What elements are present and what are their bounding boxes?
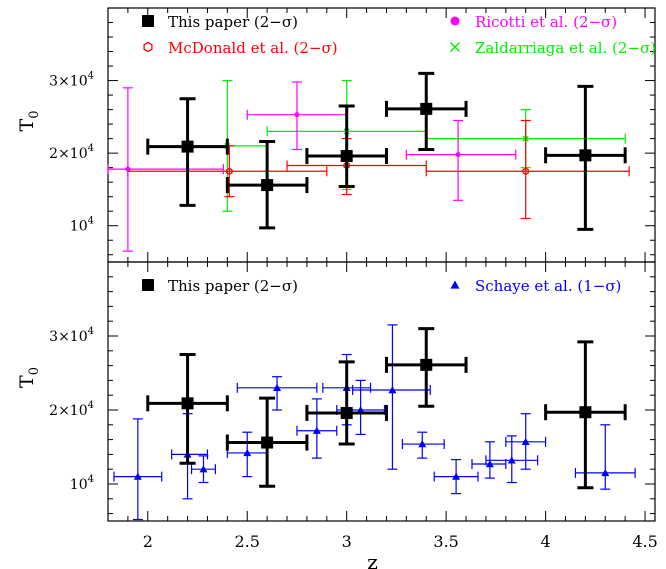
plot-frame bbox=[107, 261, 656, 522]
data-point bbox=[356, 406, 365, 414]
data-point bbox=[243, 448, 252, 457]
x-tick-label: 2 bbox=[143, 532, 153, 551]
legend-label: Schaye et al. (1−σ) bbox=[475, 277, 621, 295]
legend-marker bbox=[142, 15, 154, 27]
data-point bbox=[420, 358, 433, 371]
data-point bbox=[181, 397, 194, 410]
x-axis-label: z bbox=[367, 550, 378, 569]
legend-entry: This paper (2−σ) bbox=[142, 277, 298, 295]
data-point bbox=[579, 406, 592, 419]
data-point bbox=[261, 179, 274, 192]
data-point bbox=[388, 386, 397, 394]
legend-label: Ricotti et al. (2−σ) bbox=[475, 13, 617, 31]
bottom-panel: 104 2×104 3×104 T0 2 2.5 3 3.5 4 4.5 z This paper (… bbox=[16, 261, 658, 569]
series bbox=[146, 71, 627, 231]
y-tick-label: 2×104 bbox=[49, 400, 94, 419]
data-point bbox=[455, 152, 461, 158]
legend-entry: Ricotti et al. (2−σ) bbox=[450, 13, 617, 31]
data-point bbox=[133, 472, 142, 480]
y-tick-label: 3×104 bbox=[49, 71, 94, 90]
data-point bbox=[485, 460, 494, 468]
data-point bbox=[420, 102, 433, 115]
y-tick-label: 2×104 bbox=[49, 143, 94, 162]
series bbox=[146, 327, 627, 490]
y-tick-label: 104 bbox=[70, 216, 94, 235]
x-tick-label: 4.5 bbox=[632, 532, 657, 551]
x-tick-label: 2.5 bbox=[235, 532, 260, 551]
data-point bbox=[601, 468, 610, 477]
data-point bbox=[181, 140, 194, 153]
data-point bbox=[579, 149, 592, 162]
data-point bbox=[226, 167, 233, 176]
legend-marker bbox=[450, 42, 460, 52]
x-tick-label: 3.5 bbox=[433, 532, 458, 551]
y-tick-label: 3×104 bbox=[49, 326, 94, 345]
data-point bbox=[340, 150, 353, 163]
data-point bbox=[507, 456, 516, 464]
data-point bbox=[125, 166, 131, 172]
legend-marker bbox=[143, 41, 153, 53]
data-point bbox=[340, 406, 353, 419]
data-point bbox=[452, 472, 461, 480]
series bbox=[186, 79, 626, 212]
legend-entry: Schaye et al. (1−σ) bbox=[450, 277, 621, 295]
legend-label: Zaldarriaga et al. (2−σ) bbox=[475, 39, 656, 57]
data-point bbox=[199, 465, 208, 473]
legend-label: This paper (2−σ) bbox=[168, 277, 298, 295]
legend-entry: This paper (2−σ) bbox=[142, 13, 298, 31]
legend-entry: Zaldarriaga et al. (2−σ) bbox=[450, 39, 656, 57]
data-point bbox=[312, 426, 321, 434]
series bbox=[113, 324, 636, 521]
legend-marker bbox=[450, 16, 460, 26]
y-axis-label: T0 bbox=[16, 367, 42, 388]
x-tick-label: 4 bbox=[541, 532, 551, 551]
legend-marker bbox=[450, 280, 460, 289]
top-panel: 104 2×104 3×104 T0 This paper (2−σ) Ricotti e… bbox=[16, 7, 656, 263]
y-tick-label: 104 bbox=[70, 474, 94, 493]
legend-entry: McDonald et al. (2−σ) bbox=[143, 39, 338, 57]
series bbox=[107, 81, 517, 252]
data-point bbox=[273, 383, 282, 391]
data-point bbox=[522, 167, 529, 176]
legend-label: This paper (2−σ) bbox=[168, 13, 298, 31]
legend-label: McDonald et al. (2−σ) bbox=[168, 39, 338, 57]
data-point bbox=[521, 437, 530, 446]
x-tick-label: 3 bbox=[342, 532, 352, 551]
data-point bbox=[261, 436, 274, 449]
legend-marker bbox=[142, 279, 154, 291]
data-point bbox=[418, 440, 427, 448]
y-axis-label: T0 bbox=[16, 111, 42, 132]
data-point bbox=[294, 112, 300, 118]
